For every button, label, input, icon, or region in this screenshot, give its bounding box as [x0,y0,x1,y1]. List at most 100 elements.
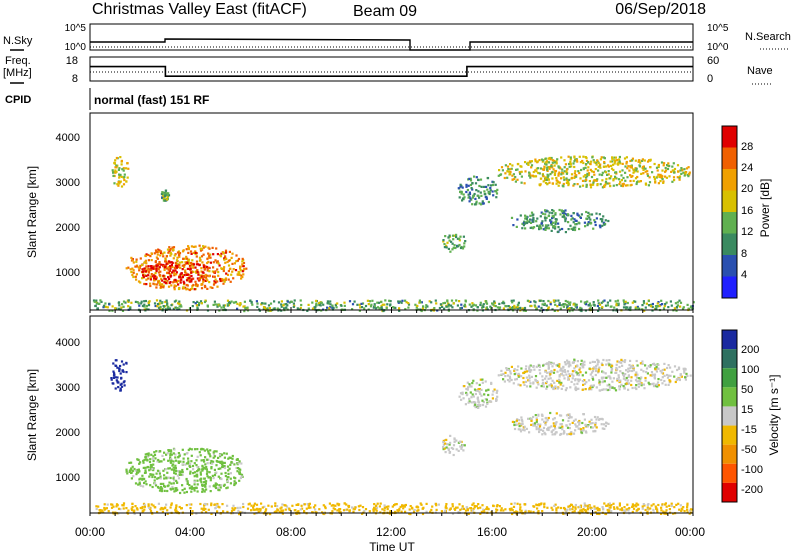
heatmap-cell [413,508,416,512]
heatmap-cell [560,304,563,307]
heatmap-cell [172,466,175,469]
heatmap-cell [156,303,160,306]
heatmap-cell [151,475,154,479]
heatmap-cell [200,302,203,305]
heatmap-cell [125,167,128,170]
heatmap-cell [644,379,647,382]
heatmap-cell [223,280,226,283]
heatmap-cell [624,165,627,168]
heatmap-cell [469,385,472,388]
heatmap-cell [520,423,523,426]
heatmap-cell [574,506,577,509]
heatmap-cell [553,504,556,507]
heatmap-cell [516,502,519,505]
heatmap-cell [189,507,192,510]
heatmap-cell [237,509,240,512]
heatmap-cell [519,214,522,217]
heatmap-cell [231,262,234,265]
heatmap-cell [492,390,495,393]
heatmap-cell [536,160,539,163]
heatmap-cell [618,170,622,173]
heatmap-cell [521,227,524,230]
power-colorbar-swatch [722,212,737,234]
heatmap-cell [144,480,147,483]
heatmap-cell [473,505,476,508]
heatmap-cell [445,446,448,449]
heatmap-cell [568,178,571,181]
heatmap-cell [492,183,495,187]
heatmap-cell [443,301,447,304]
heatmap-cell [161,279,164,282]
heatmap-cell [570,432,573,435]
heatmap-cell [567,302,570,305]
freq-label-line2: [MHz] [3,67,32,79]
heatmap-cell [175,264,179,267]
heatmap-cell [525,365,528,368]
heatmap-cell [171,464,174,467]
heatmap-cell [572,228,575,231]
heatmap-cell [463,303,466,306]
heatmap-cell [650,504,653,507]
heatmap-cell [523,220,526,223]
heatmap-cell [477,190,480,193]
heatmap-cell [472,502,475,505]
heatmap-cell [470,187,473,190]
heatmap-cell [544,377,547,380]
heatmap-cell [205,472,209,475]
heatmap-cell [178,264,181,267]
heatmap-cell [477,399,480,402]
heatmap-cell [584,156,587,159]
heatmap-cell [652,503,655,506]
heatmap-cell [193,475,196,478]
heatmap-cell [459,392,463,395]
heatmap-cell [142,459,145,462]
heatmap-cell [566,300,569,303]
heatmap-cell [186,267,189,270]
heatmap-cell [544,219,547,222]
heatmap-cell [148,469,151,472]
heatmap-cell [574,386,577,389]
heatmap-cell [504,508,507,511]
heatmap-cell [575,371,578,374]
heatmap-cell [573,175,576,178]
heatmap-cell [660,509,663,512]
heatmap-cell [577,427,580,430]
heatmap-cell [223,278,226,281]
heatmap-cell [214,303,217,306]
heatmap-cell [530,418,533,421]
heatmap-cell [568,303,571,306]
heatmap-cell [561,172,564,175]
heatmap-cell [482,303,485,306]
heatmap-cell [381,308,384,311]
heatmap-cell [307,506,310,509]
heatmap-cell [118,176,121,179]
heatmap-cell [663,374,666,377]
heatmap-cell [196,300,199,303]
heatmap-cell [553,164,556,167]
heatmap-cell [509,372,512,375]
heatmap-cell [216,460,219,463]
heatmap-cell [529,218,532,221]
heatmap-cell [514,176,517,179]
heatmap-cell [519,508,522,511]
heatmap-cell [621,169,624,172]
heatmap-cell [182,457,185,460]
heatmap-cell [192,468,195,471]
heatmap-cell [626,176,629,179]
heatmap-cell [398,309,401,312]
heatmap-cell [154,275,157,278]
heatmap-cell [189,465,192,468]
heatmap-cell [575,159,578,162]
heatmap-cell [141,304,144,308]
heatmap-cell [476,389,479,392]
heatmap-cell [644,167,647,170]
heatmap-cell [532,382,535,385]
heatmap-cell [605,177,608,181]
heatmap-cell [525,376,528,379]
heatmap-cell [617,161,620,164]
heatmap-cell [194,266,197,269]
heatmap-cell [127,305,130,308]
heatmap-cell [615,172,618,175]
heatmap-cell [534,378,537,381]
heatmap-cell [195,283,198,286]
